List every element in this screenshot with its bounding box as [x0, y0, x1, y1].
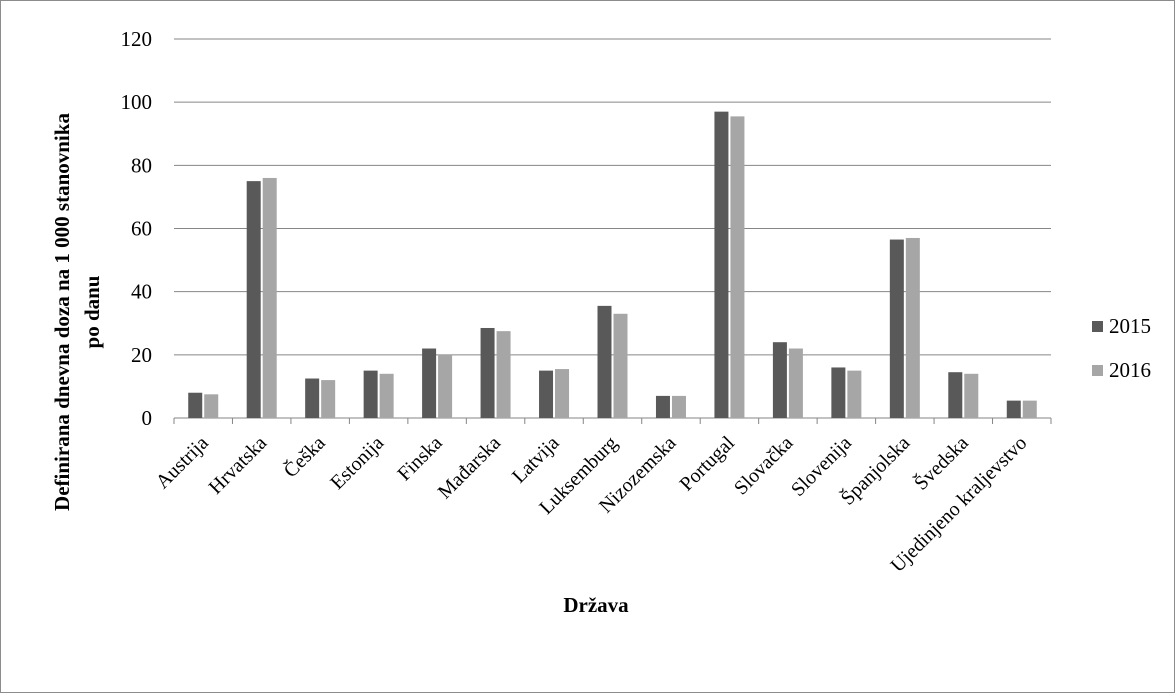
x-axis-title: Država: [563, 593, 629, 617]
y-axis-title-line-1: Definirana dnevna doza na 1 000 stanovni…: [50, 113, 74, 511]
bar-2015: [948, 372, 963, 418]
bar-2016: [1022, 400, 1037, 418]
y-tick-label: 20: [131, 343, 152, 367]
bar-2015: [539, 370, 554, 418]
legend-label-2015: 2015: [1109, 314, 1151, 338]
y-tick-label: 60: [131, 217, 152, 241]
bar-2016: [262, 177, 277, 418]
bar-2015: [597, 305, 612, 418]
y-tick-label: 100: [121, 90, 153, 114]
x-tick-label: Latvija: [508, 432, 564, 488]
legend-swatch-2016: [1092, 365, 1103, 376]
x-tick-label: Slovačka: [730, 432, 797, 499]
bar-2015: [831, 367, 846, 418]
bar-2015: [655, 395, 670, 418]
bar-2016: [438, 354, 453, 418]
bar-2016: [905, 237, 920, 418]
y-tick-label: 120: [121, 27, 153, 51]
bar-2016: [613, 313, 628, 418]
y-tick-label: 80: [131, 153, 152, 177]
y-axis-title-line-2: po danu: [80, 275, 104, 348]
legend-label-2016: 2016: [1109, 358, 1151, 382]
bar-2015: [246, 181, 261, 418]
x-tick-label: Češka: [278, 430, 330, 482]
bar-2016: [788, 348, 803, 418]
x-tick-label: Austrija: [152, 432, 213, 493]
bars: [188, 111, 1037, 419]
bar-2016: [204, 394, 219, 418]
bar-2015: [305, 378, 320, 418]
bar-2016: [379, 373, 394, 418]
x-tick-label: Hrvatska: [205, 432, 272, 499]
bar-2015: [772, 342, 787, 418]
bar-2015: [714, 111, 729, 419]
bar-2016: [964, 373, 979, 418]
y-axis-title: Definirana dnevna doza na 1 000 stanovni…: [50, 113, 104, 511]
bar-2015: [1006, 400, 1021, 418]
x-tick-label: Estonija: [326, 432, 388, 494]
legend: 2015 2016: [1092, 314, 1151, 382]
y-tick-label: 40: [131, 280, 152, 304]
bar-2016: [555, 369, 570, 418]
bar-2016: [730, 116, 745, 419]
bar-2015: [480, 327, 495, 418]
bar-2016: [321, 380, 336, 418]
legend-swatch-2015: [1092, 321, 1103, 332]
bar-2015: [422, 348, 437, 418]
bar-2015: [363, 370, 378, 418]
bar-2016: [671, 395, 686, 418]
y-tick-labels: 0 20 40 60 80 100 120: [121, 27, 153, 430]
bar-2016: [847, 370, 862, 418]
bar-2015: [889, 239, 904, 418]
y-tick-label: 0: [142, 406, 153, 430]
bar-2015: [188, 392, 203, 418]
x-tick-label: Portugal: [675, 432, 739, 496]
x-tick-label: Finska: [393, 432, 446, 485]
x-tick-label: Mađarska: [434, 432, 505, 503]
gridlines: [173, 38, 1052, 424]
bar-2016: [496, 331, 511, 418]
